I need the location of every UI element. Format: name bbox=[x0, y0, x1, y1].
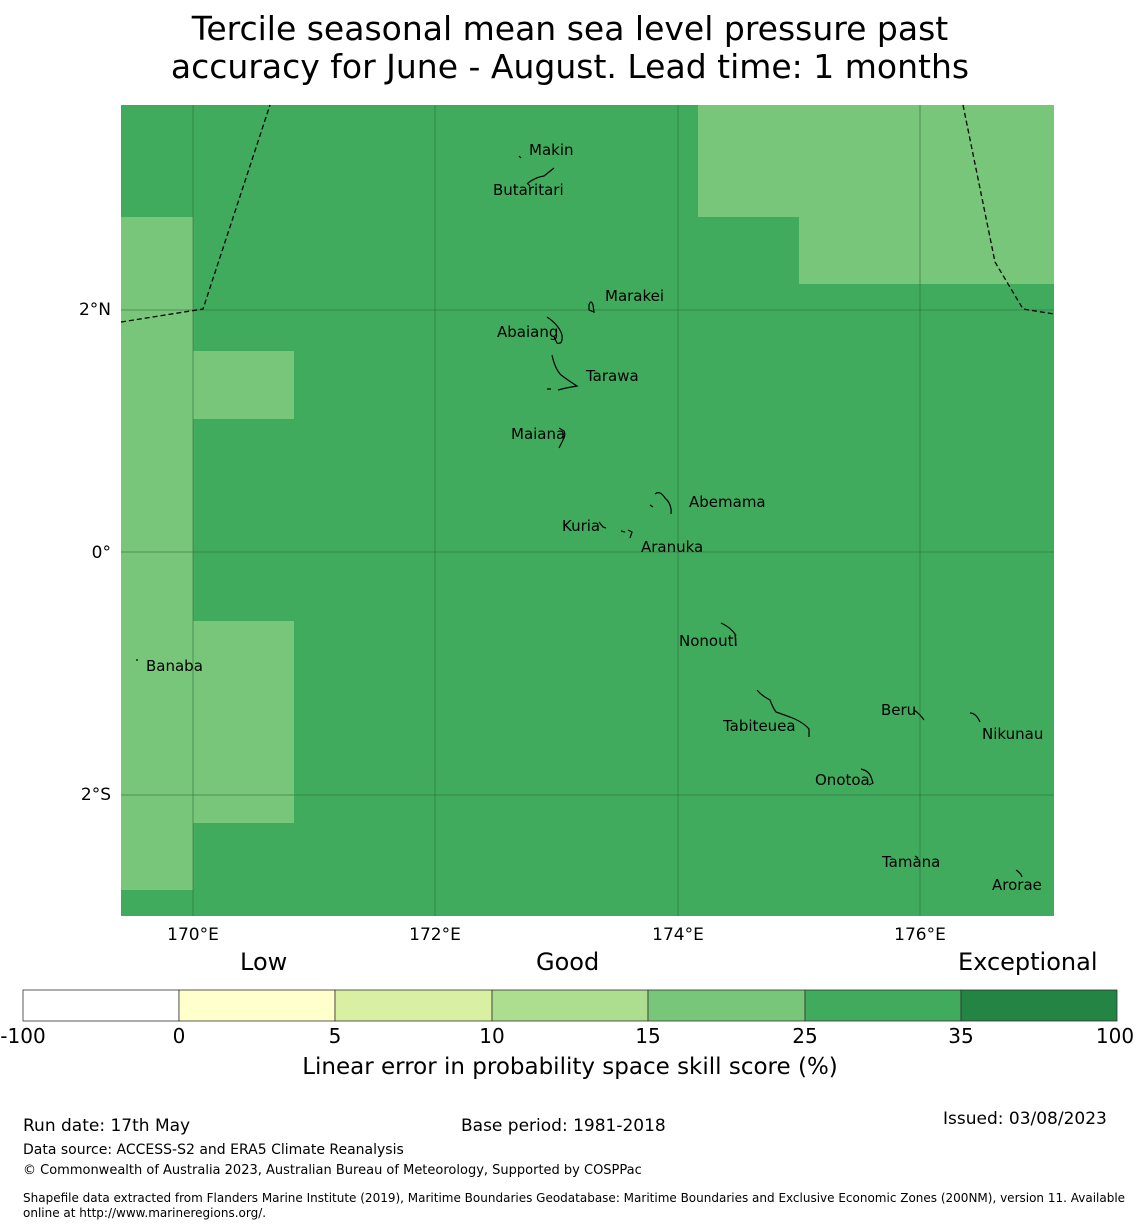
colorbar-bin-0-5 bbox=[178, 989, 336, 1022]
island-label-kuria: Kuria bbox=[562, 517, 600, 535]
map-title-line-2: accuracy for June - August. Lead time: 1… bbox=[170, 47, 970, 86]
lat-label-2s: 2°S bbox=[81, 785, 111, 805]
island-label-tarawa: Tarawa bbox=[585, 367, 639, 385]
island-label-nonouti: Nonouti bbox=[679, 632, 738, 650]
run-date: Run date: 17th May bbox=[23, 1116, 191, 1136]
lon-label-170e: 170°E bbox=[167, 925, 219, 945]
island-label-marakei: Marakei bbox=[605, 287, 664, 305]
island-shape-kuria bbox=[598, 521, 626, 533]
island-label-arorae: Arorae bbox=[992, 876, 1042, 894]
island-label-makin: Makin bbox=[529, 141, 574, 159]
colorbar-tick: 0 bbox=[172, 1024, 186, 1048]
colorbar-tick: 100 bbox=[1095, 1024, 1135, 1048]
colorbar-bin-35-100 bbox=[960, 989, 1118, 1022]
skill-patch-west-north bbox=[193, 351, 294, 419]
island-label-tabiteuea: Tabiteuea bbox=[722, 717, 796, 735]
island-label-abemama: Abemama bbox=[689, 493, 766, 511]
island-shape-marakei bbox=[588, 301, 595, 313]
colorbar-label: Linear error in probability space skill … bbox=[302, 1054, 838, 1080]
lon-label-174e: 174°E bbox=[652, 925, 704, 945]
island-label-beru: Beru bbox=[881, 701, 916, 719]
island-label-aranuka: Aranuka bbox=[641, 538, 703, 556]
skill-patch-west-south bbox=[193, 621, 294, 823]
island-shape-beru bbox=[913, 709, 925, 721]
colorbar-bin-25-35 bbox=[804, 989, 962, 1022]
island-shape-abaiang bbox=[546, 316, 563, 344]
colorbar-tick: 35 bbox=[948, 1024, 974, 1048]
skill-patch-west-strip bbox=[121, 217, 193, 890]
island-label-tamana: Tamana bbox=[881, 853, 940, 871]
colorbar-bin-5-10 bbox=[334, 989, 493, 1022]
colorbar-bin-15-25 bbox=[647, 989, 806, 1022]
colorbar-tick: 5 bbox=[328, 1024, 342, 1048]
island-label-maiana: Maiana bbox=[511, 425, 565, 443]
lon-label-176e: 176°E bbox=[894, 925, 946, 945]
lon-label-172e: 172°E bbox=[409, 925, 461, 945]
colorbar-category-exceptional: Exceptional bbox=[958, 948, 1098, 976]
colorbar-category-low: Low bbox=[240, 948, 288, 976]
island-shape-tamana bbox=[914, 855, 919, 859]
island-label-banaba: Banaba bbox=[146, 657, 203, 675]
island-label-onotoa: Onotoa bbox=[815, 771, 870, 789]
island-shape-aranuka bbox=[627, 529, 633, 539]
colorbar-tick: -100 bbox=[0, 1024, 46, 1048]
colorbar bbox=[22, 989, 1118, 1022]
copyright-notice: © Commonwealth of Australia 2023, Austra… bbox=[23, 1163, 642, 1178]
colorbar-bin-neg100-0 bbox=[22, 989, 180, 1022]
island-label-abaiang: Abaiang bbox=[497, 323, 558, 341]
colorbar-tick: 25 bbox=[792, 1024, 818, 1048]
skill-patch-northeast-a bbox=[698, 105, 1054, 217]
eez-boundary-east bbox=[962, 104, 1055, 315]
island-shape-nikunau bbox=[969, 712, 981, 723]
island-shape-makin bbox=[518, 155, 522, 159]
island-shape-butaritari bbox=[526, 167, 555, 187]
shapefile-credit: Shapefile data extracted from Flanders M… bbox=[23, 1191, 1126, 1220]
map-title-line-1: Tercile seasonal mean sea level pressure… bbox=[191, 9, 949, 48]
island-shape-maiana bbox=[558, 427, 566, 449]
island-label-nikunau: Nikunau bbox=[982, 725, 1043, 743]
skill-patch-northeast-b bbox=[799, 217, 1054, 284]
colorbar-category-good: Good bbox=[536, 948, 600, 976]
map-title: Tercile seasonal mean sea level pressure… bbox=[0, 10, 1140, 86]
island-shape-abemama bbox=[649, 492, 672, 515]
colorbar-bin-10-15 bbox=[491, 989, 649, 1022]
lat-label-0: 0° bbox=[92, 543, 111, 563]
island-shape-tabiteuea bbox=[756, 689, 810, 737]
data-source: Data source: ACCESS-S2 and ERA5 Climate … bbox=[23, 1142, 404, 1158]
lat-label-2n: 2°N bbox=[79, 300, 111, 320]
colorbar-tick: 15 bbox=[635, 1024, 661, 1048]
island-label-butaritari: Butaritari bbox=[493, 181, 564, 199]
island-shape-tarawa bbox=[547, 354, 579, 391]
island-shape-nonouti bbox=[720, 622, 737, 647]
issued-date: Issued: 03/08/2023 bbox=[943, 1109, 1107, 1129]
island-shape-arorae bbox=[1015, 869, 1023, 878]
eez-boundary-west bbox=[120, 104, 271, 323]
colorbar-tick: 10 bbox=[479, 1024, 505, 1048]
island-shape-onotoa bbox=[860, 768, 874, 786]
base-period: Base period: 1981-2018 bbox=[461, 1116, 666, 1136]
